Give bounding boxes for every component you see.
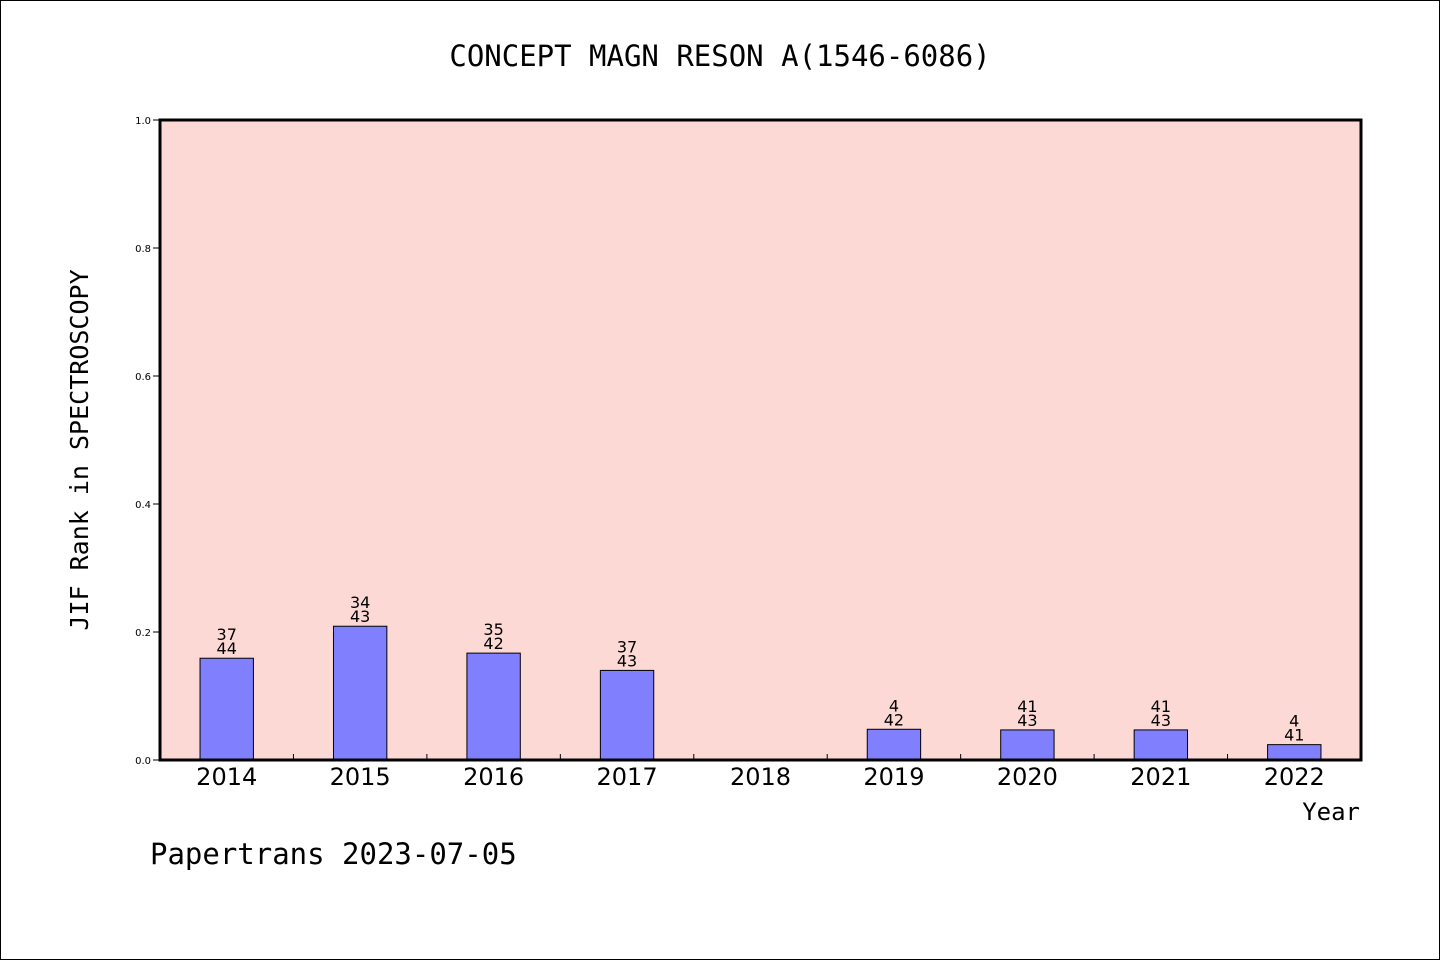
bar-2014 [199,657,254,761]
x-tick-label: 2017 [597,763,658,791]
x-tick-label: 2021 [1130,763,1191,791]
bar-label-rank: 34 [350,593,370,612]
bar-label-rank: 41 [1151,697,1171,716]
bar-label-rank: 4 [889,696,899,715]
bar-2015 [332,625,388,761]
x-tick-label: 2015 [330,763,391,791]
bar-label-rank: 37 [217,625,237,644]
bar-label-rank: 35 [483,620,503,639]
bar-2017 [599,669,655,761]
bar-label-denominator: 42 [884,710,904,729]
bar-label-rank: 37 [617,637,637,656]
y-tick-label: 0.6 [135,372,151,383]
y-axis: 0.0 0.2 0.4 0.6 0.8 1.0 [135,116,160,767]
x-tick-label: 2018 [730,763,791,791]
bar-2021 [1133,729,1189,761]
x-tick-label: 2014 [196,763,257,791]
x-tick-label: 2022 [1264,763,1325,791]
bars [199,625,1322,761]
y-tick-label: 0.0 [135,756,151,767]
bar-2016 [466,652,521,761]
bar-label-denominator: 44 [217,639,237,658]
bar-2020 [1000,729,1055,761]
bar-2019 [866,728,922,761]
bar-label-denominator: 43 [1017,711,1037,730]
bar-2022 [1267,744,1322,761]
y-tick-label: 1.0 [135,116,151,127]
x-tick-label: 2016 [463,763,524,791]
x-axis: 2014 2015 2016 2017 2018 2019 2020 2021 2022 [196,754,1325,791]
footer-date: Papertrans 2023-07-05 [150,837,517,871]
y-tick-label: 0.8 [135,244,151,255]
bar-label-rank: 4 [1289,712,1299,731]
bar-label-denominator: 41 [1284,726,1304,745]
y-tick-label: 0.4 [135,500,151,511]
x-axis-title: Year [1302,798,1360,826]
bar-label-denominator: 43 [1151,711,1171,730]
y-axis-title: JIF Rank in SPECTROSCOPY [65,269,94,630]
x-tick-label: 2019 [863,763,924,791]
bar-label-denominator: 43 [350,607,370,626]
bar-label-rank: 41 [1017,697,1037,716]
chart-title: CONCEPT MAGN RESON A(1546-6086) [449,39,990,73]
bar-label-denominator: 42 [483,634,503,653]
bar-label-denominator: 43 [617,651,637,670]
x-tick-label: 2020 [997,763,1058,791]
plot-border [158,118,1363,762]
y-tick-label: 0.2 [135,628,151,639]
